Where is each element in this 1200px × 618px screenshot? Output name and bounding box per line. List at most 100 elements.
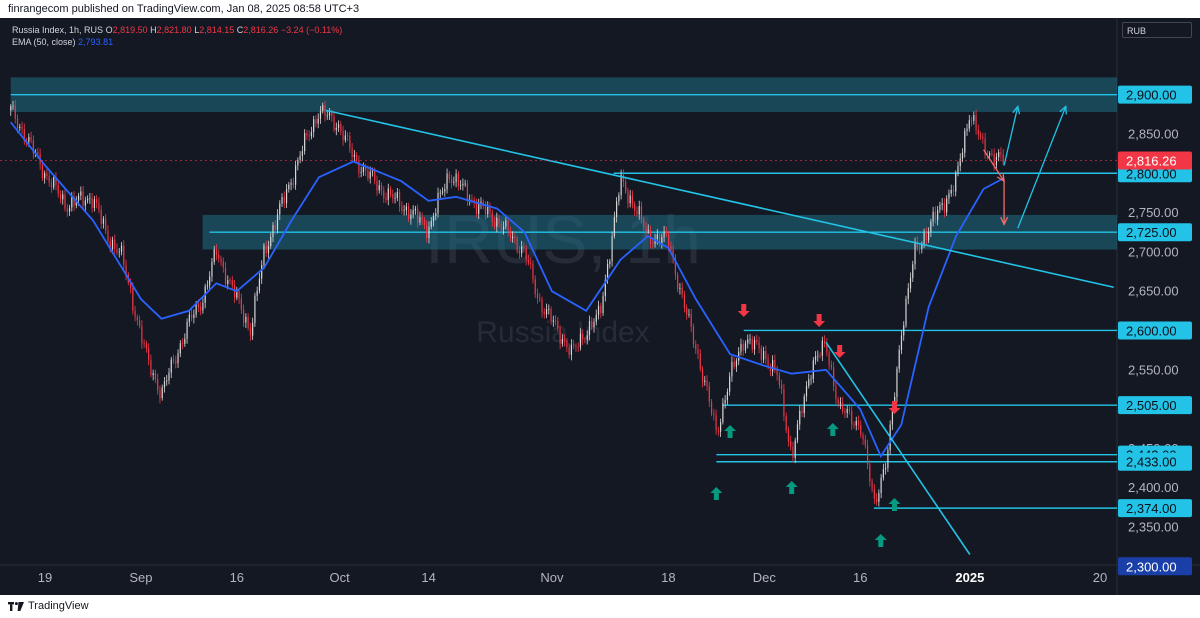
- candle-body: [776, 369, 778, 376]
- currency-badge[interactable]: RUB: [1122, 22, 1192, 38]
- candle-body: [613, 217, 615, 237]
- candle-body: [864, 439, 866, 446]
- candle-body: [536, 293, 539, 299]
- candle-body: [12, 105, 14, 107]
- candle-body: [857, 420, 860, 426]
- candle-body: [593, 321, 595, 328]
- candle-body: [292, 183, 294, 185]
- level-label-2: 2,725.00: [1118, 223, 1192, 242]
- legend-ema-value: 2,793.81: [78, 37, 114, 47]
- candle-body: [102, 218, 105, 224]
- candle-body: [851, 410, 853, 425]
- y-tick-label: 2,350.00: [1128, 519, 1179, 534]
- chart-area[interactable]: [0, 18, 1200, 595]
- candle-body: [249, 328, 251, 336]
- candle-body: [14, 105, 16, 119]
- y-tick-label: 2,700.00: [1128, 244, 1179, 259]
- candle-body: [905, 298, 907, 326]
- candle-body: [16, 118, 19, 129]
- candle-body: [778, 375, 780, 385]
- candle-body: [351, 148, 353, 157]
- candle-body: [982, 136, 984, 139]
- candle-body: [774, 360, 776, 370]
- y-tick-label: 2,550.00: [1128, 362, 1179, 377]
- candle-body: [824, 340, 826, 343]
- candle-body: [559, 328, 561, 344]
- up-arrow-marker-3: [826, 423, 839, 436]
- candle-body: [564, 339, 566, 342]
- candle-body: [977, 129, 979, 135]
- candle-body: [340, 124, 342, 132]
- candle-body: [301, 151, 303, 156]
- candle-body: [855, 420, 857, 426]
- up-arrow-marker-1: [724, 425, 737, 438]
- candle-body: [634, 204, 636, 211]
- candle-body: [290, 183, 292, 185]
- candle-body: [882, 469, 884, 478]
- candle-body: [502, 226, 505, 230]
- candle-body: [837, 399, 839, 404]
- candle-body: [588, 320, 591, 336]
- candle-body: [233, 285, 236, 298]
- published-text: finrangecom published on TradingView.com…: [8, 3, 360, 15]
- candle-body: [518, 250, 521, 254]
- candle-body: [46, 173, 48, 176]
- candle-body: [955, 173, 957, 192]
- candle-body: [848, 408, 851, 411]
- candle-body: [1002, 154, 1004, 164]
- candle-body: [688, 314, 690, 315]
- candle-body: [645, 226, 647, 231]
- candle-body: [441, 191, 444, 193]
- candle-body: [710, 401, 713, 414]
- candle-body: [681, 287, 683, 295]
- candle-body: [909, 277, 912, 289]
- candle-body: [989, 153, 991, 156]
- legend-close-value: 2,816.26: [243, 25, 279, 35]
- candle-body: [620, 174, 622, 196]
- candle-body: [706, 380, 708, 387]
- candle-body: [925, 232, 927, 241]
- price-chart[interactable]: IRUS, 1hRussia Index2,850.002,750.002,70…: [0, 18, 1200, 595]
- candle-body: [876, 498, 878, 502]
- candle-body: [505, 220, 507, 227]
- chart-legend: Russia Index, 1h, RUS O2,819.50 H2,821.8…: [12, 24, 342, 48]
- candle-body: [346, 135, 349, 137]
- candle-body: [573, 344, 575, 347]
- candle-body: [186, 321, 188, 339]
- candle-body: [629, 195, 631, 204]
- candle-body: [213, 249, 215, 262]
- candle-body: [231, 280, 233, 286]
- candle-body: [448, 173, 450, 180]
- candle-body: [19, 126, 21, 129]
- candle-body: [129, 282, 132, 288]
- candle-body: [498, 217, 500, 224]
- candle-body: [376, 180, 378, 191]
- candle-body: [762, 351, 765, 360]
- candle-body: [421, 217, 423, 220]
- candle-body: [317, 118, 319, 124]
- candle-body: [77, 195, 80, 201]
- candle-body: [319, 110, 322, 119]
- candle-body: [939, 205, 941, 210]
- candle-body: [335, 127, 337, 130]
- candle-body: [819, 355, 821, 357]
- x-tick-label: 14: [421, 570, 435, 585]
- candle-body: [412, 210, 414, 215]
- candle-body: [606, 263, 609, 281]
- candle-body: [670, 245, 672, 251]
- trendline-0: [325, 109, 1114, 289]
- candle-body: [491, 212, 493, 222]
- trendline-1: [825, 341, 971, 555]
- candle-body: [466, 183, 469, 201]
- candle-body: [661, 237, 663, 244]
- candle-body: [10, 106, 12, 111]
- candle-body: [211, 261, 213, 277]
- candle-body: [154, 373, 157, 379]
- tradingview-logo[interactable]: TradingView: [8, 600, 89, 612]
- tradingview-logo-icon: [8, 601, 24, 611]
- candle-body: [195, 303, 197, 315]
- candle-body: [383, 190, 385, 199]
- candle-body: [787, 430, 790, 442]
- candle-body: [403, 210, 405, 212]
- level-label-4-text: 2,505.00: [1126, 398, 1177, 413]
